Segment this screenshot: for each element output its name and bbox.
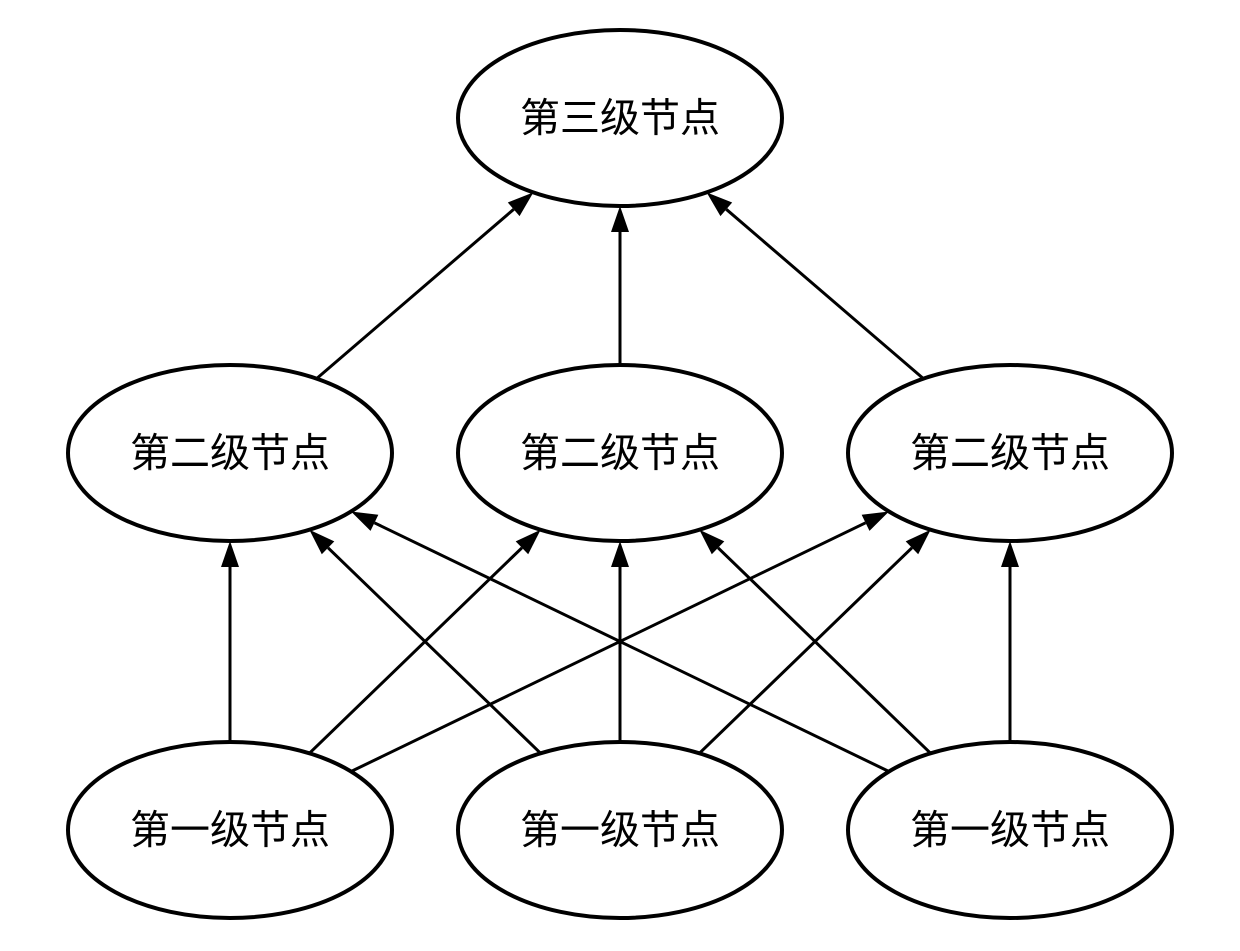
edge-L2b-to-L3 <box>611 206 629 365</box>
node-label: 第二级节点 <box>910 431 1110 476</box>
node-label: 第一级节点 <box>130 808 330 853</box>
node-label: 第一级节点 <box>520 808 720 853</box>
node-label: 第三级节点 <box>520 96 720 141</box>
node-L1b: 第一级节点 <box>458 742 782 918</box>
arrowhead-icon <box>611 541 629 567</box>
node-L2a: 第二级节点 <box>68 365 392 541</box>
edge-L2c-to-L3 <box>707 192 924 378</box>
nodes-layer: 第三级节点第二级节点 第二级节点 第二级节点第一级节点 第一级节点 第一级节点 <box>68 30 1172 918</box>
node-L1c: 第一级节点 <box>848 742 1172 918</box>
node-label: 第二级节点 <box>520 431 720 476</box>
arrowhead-icon <box>351 511 378 530</box>
arrowhead-icon <box>221 541 239 567</box>
node-label: 第一级节点 <box>910 808 1110 853</box>
node-L2b: 第二级节点 <box>458 365 782 541</box>
node-label: 第二级节点 <box>130 431 330 476</box>
node-L2c: 第二级节点 <box>848 365 1172 541</box>
node-L1a: 第一级节点 <box>68 742 392 918</box>
edge-L2a-to-L3 <box>317 192 534 378</box>
hierarchy-diagram: 第三级节点第二级节点 第二级节点 第二级节点第一级节点 第一级节点 第一级节点 <box>0 0 1240 951</box>
node-L3: 第三级节点 <box>458 30 782 206</box>
edge-L1c-to-L2c <box>1001 541 1019 742</box>
arrowhead-icon <box>611 206 629 232</box>
arrowhead-icon <box>862 511 889 530</box>
arrowhead-icon <box>1001 541 1019 567</box>
edge-L1a-to-L2a <box>221 541 239 742</box>
